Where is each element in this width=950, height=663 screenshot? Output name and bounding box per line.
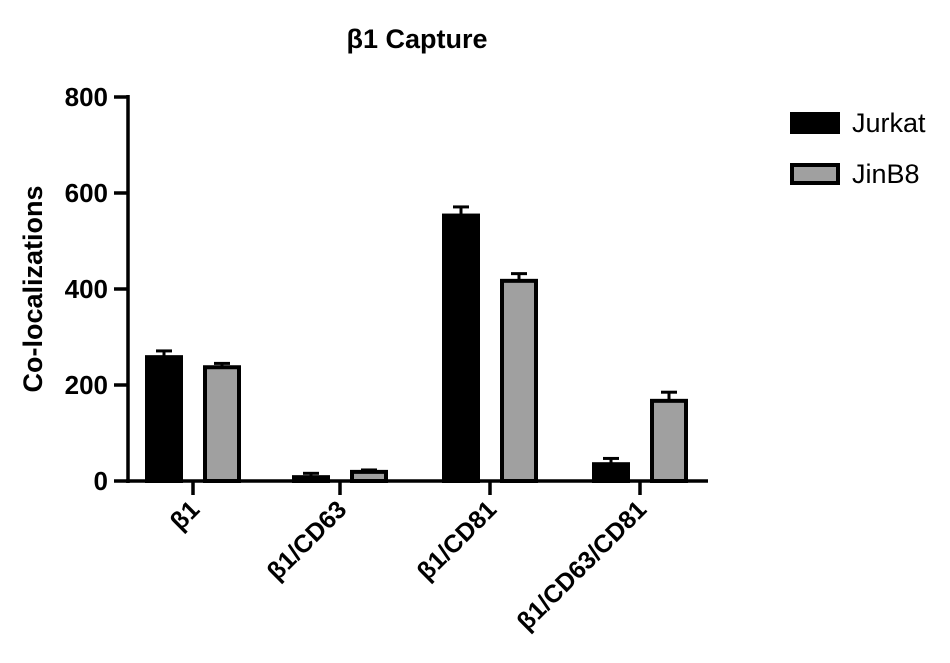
bar-jurkat-0 (145, 355, 183, 483)
y-tick-label: 800 (65, 82, 108, 112)
bar-jinb8-2 (500, 278, 538, 483)
x-tick-label: β1/CD81 (412, 495, 503, 586)
legend-swatch-jinb8 (790, 163, 840, 185)
y-axis-label: Co-localizations (18, 185, 48, 392)
x-tick-label: β1/CD63/CD81 (512, 495, 653, 636)
plot-area: 0 200 400 600 800 β1 β1/CD63 β1/CD81 β1/CD63/CD8… (65, 82, 708, 636)
legend-label-jinb8: JinB8 (852, 159, 920, 189)
bar-jurkat-3 (592, 462, 630, 484)
y-tick-label: 0 (94, 466, 108, 496)
bar-jurkat-2 (442, 213, 480, 483)
y-tick-label: 600 (65, 178, 108, 208)
bar-jinb8-3 (650, 398, 688, 483)
y-tick-label: 400 (65, 274, 108, 304)
bar-jinb8-0 (203, 365, 241, 483)
legend: Jurkat JinB8 (790, 108, 926, 189)
x-tick-label: β1/CD63 (262, 495, 353, 586)
x-tick-label: β1 (165, 495, 205, 535)
y-tick-label: 200 (65, 370, 108, 400)
legend-swatch-jurkat (790, 112, 840, 134)
legend-label-jurkat: Jurkat (852, 108, 926, 138)
chart-title: β1 Capture (346, 24, 487, 54)
